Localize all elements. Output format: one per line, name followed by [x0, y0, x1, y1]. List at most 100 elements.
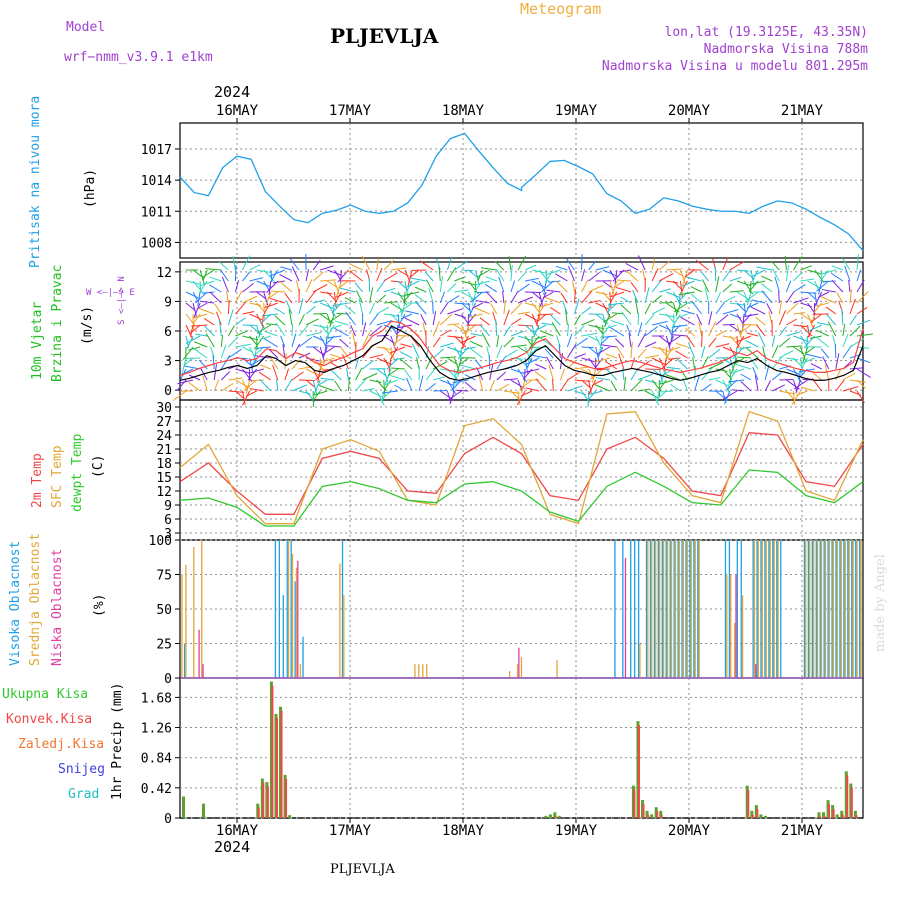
wind-arrow [544, 348, 554, 359]
precip-bar [182, 796, 185, 818]
wind-arrow [681, 280, 688, 292]
wind-arrow [610, 327, 625, 337]
wind-arrow [213, 379, 220, 392]
cloud-bar-mid [777, 540, 779, 678]
wind-arrow [754, 375, 759, 392]
year-label-bottom: 2024 [214, 838, 251, 856]
wind-arrow [425, 279, 434, 293]
wind-arrow [735, 363, 752, 370]
cloud-bar-high [278, 540, 281, 678]
wind-arrow [817, 291, 829, 298]
y-tick-label-2: 27 [156, 415, 172, 430]
precip-bar [645, 810, 649, 818]
x-tick-label-bottom: 17MAY [329, 823, 372, 839]
temp-series-sfc [179, 410, 864, 525]
wind-arrow [439, 313, 453, 326]
wind-arrow [602, 335, 617, 338]
wind-arrow [199, 269, 206, 286]
wind-arrow [433, 376, 445, 381]
wind-arrow [644, 325, 659, 337]
wind-arrow [785, 390, 795, 401]
y-tick-label-1: 6 [164, 325, 172, 340]
wind-arrow [257, 324, 265, 339]
wind-arrow [602, 313, 618, 323]
cloud-bar-high [724, 540, 727, 678]
precip-conv-bar [642, 804, 645, 818]
precip-label-frozen: Zaledj.Kisa [18, 737, 105, 752]
x-tick-label-top: 19MAY [555, 103, 598, 119]
cloud-bar-high [823, 540, 825, 678]
wind-arrow [597, 346, 611, 355]
cloud-bar-high [685, 540, 687, 678]
cloud-bar-high [835, 540, 837, 678]
wind-arrow [651, 295, 662, 304]
cloud-bar-high [697, 540, 699, 678]
wind-arrow [380, 390, 392, 402]
cloud-bar-mid [343, 595, 345, 678]
wind-arrow [637, 312, 640, 326]
wind-arrow [432, 311, 437, 326]
wind-arrow [856, 254, 859, 271]
precip-conv-bar [828, 804, 831, 818]
y-tick-label-4: 1.26 [141, 722, 172, 737]
wind-arrow [406, 280, 413, 292]
wind-arrow [704, 287, 710, 304]
precip-bar [817, 812, 821, 818]
wind-arrow [254, 346, 265, 356]
y-tick-label-1: 3 [164, 355, 172, 370]
wind-arrow [393, 335, 406, 345]
cloud-bar-mid [809, 540, 811, 678]
precip-conv-bar [275, 717, 278, 818]
wind-arrow [510, 330, 525, 337]
wind-arrow [305, 290, 317, 304]
wind-arrow [630, 357, 636, 370]
wind-arrow [609, 291, 612, 308]
wind-arrow [555, 280, 568, 293]
wind-arrow [268, 280, 272, 295]
wind-arrow [573, 298, 580, 315]
wind-arrow [588, 300, 601, 304]
wind-arrow [332, 302, 349, 307]
wind-arrow [588, 284, 604, 293]
wind-arrow [305, 306, 316, 315]
wind-arrow [595, 302, 609, 310]
wind-arrow [439, 390, 454, 401]
wind-arrow [729, 261, 744, 271]
wind-arrow [523, 368, 526, 382]
wind-arrow [202, 375, 208, 392]
precip-conv-bar [285, 778, 288, 818]
wind-arrow [471, 302, 483, 309]
wind-arrow [673, 269, 684, 277]
wind-arrow [376, 320, 393, 326]
wind-arrow [263, 302, 272, 314]
y-tick-label-0: 1008 [141, 236, 172, 251]
wind-arrow [532, 324, 540, 338]
wind-arrow [606, 302, 618, 314]
cloud-bar-high [772, 540, 774, 678]
wind-arrow [319, 357, 328, 370]
x-tick-label-bottom: 19MAY [555, 823, 598, 839]
wind-arrow [326, 313, 332, 326]
wind-arrow [752, 269, 766, 277]
precip-label-conv: Konvek.Kisa [6, 712, 93, 727]
wind-arrow [732, 389, 745, 392]
wind-arrow [284, 292, 293, 304]
wind-arrow [665, 346, 681, 353]
precip-label-total: Ukupna Kisa [2, 687, 89, 702]
y-tick-label-4: 1.68 [141, 691, 172, 706]
wind-arrow [588, 324, 605, 330]
wind-arrow [625, 262, 639, 271]
cloud-bar-high [290, 540, 292, 678]
wind-arrow [263, 280, 271, 292]
panel-frame-0 [179, 122, 864, 259]
wind-arrow [477, 269, 490, 278]
wind-arrow [820, 348, 830, 359]
wind-arrow [524, 313, 538, 322]
wind-arrow [543, 280, 547, 295]
wind-arrow [644, 287, 650, 304]
wind-arrow [446, 256, 453, 271]
wind-arrow [396, 313, 406, 329]
cloud-bar-mid [844, 540, 846, 678]
cloud-bar-mid [852, 540, 854, 678]
wind-arrow [362, 359, 374, 370]
